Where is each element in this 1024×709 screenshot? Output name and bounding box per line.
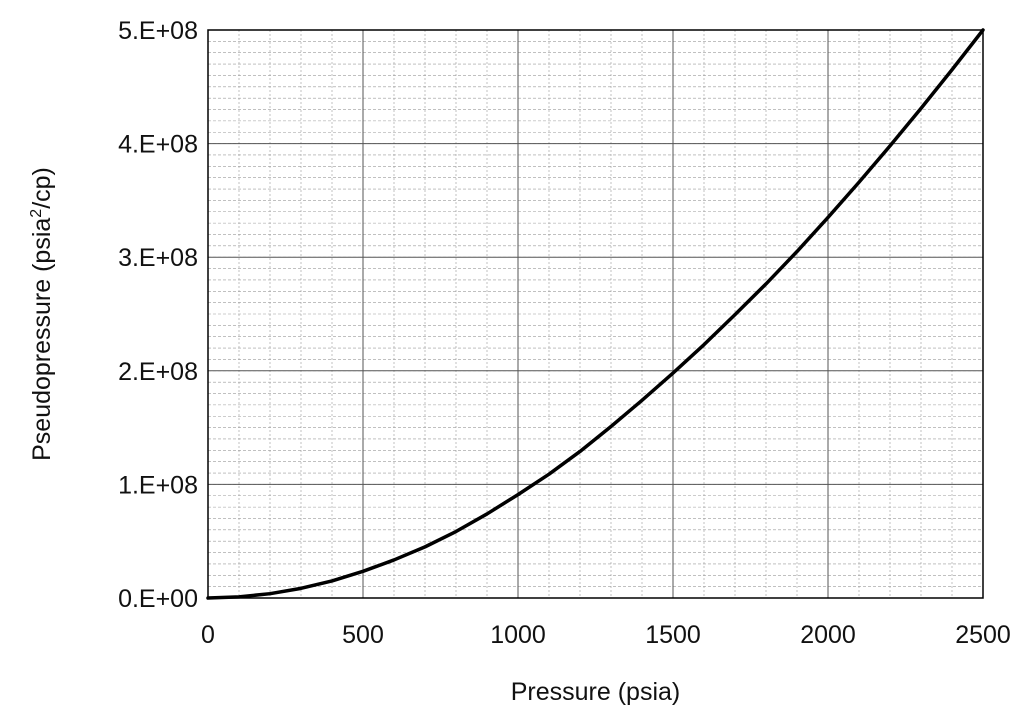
x-axis-title: Pressure (psia) bbox=[511, 678, 681, 706]
y-tick-label: 1.E+08 bbox=[118, 471, 198, 499]
y-axis-title-superscript: 2 bbox=[28, 209, 45, 218]
y-axis-title: Pseudopressure (psia2/cp) bbox=[28, 167, 56, 461]
x-tick-label: 0 bbox=[201, 621, 215, 649]
x-tick-label: 1000 bbox=[490, 621, 546, 649]
x-tick-label: 2500 bbox=[955, 621, 1011, 649]
y-axis-tick-labels: 0.E+00 1.E+08 2.E+08 3.E+08 4.E+08 5.E+08 bbox=[118, 17, 198, 613]
y-tick-label: 5.E+08 bbox=[118, 17, 198, 45]
minor-grid bbox=[207, 29, 984, 599]
y-tick-label: 4.E+08 bbox=[118, 131, 198, 159]
x-axis-tick-labels: 0 500 1000 1500 2000 2500 bbox=[201, 621, 1011, 649]
y-tick-label: 3.E+08 bbox=[118, 244, 198, 272]
series-line-pseudopressure bbox=[206, 28, 985, 600]
x-tick-label: 2000 bbox=[800, 621, 856, 649]
y-axis-title-main: Pseudopressure (psia bbox=[28, 218, 56, 461]
y-tick-label: 0.E+00 bbox=[118, 585, 198, 613]
y-tick-label: 2.E+08 bbox=[118, 358, 198, 386]
plot-area-frame bbox=[207, 29, 984, 599]
x-tick-label: 1500 bbox=[645, 621, 701, 649]
y-axis-title-tail: /cp) bbox=[28, 167, 56, 209]
x-tick-label: 500 bbox=[342, 621, 384, 649]
